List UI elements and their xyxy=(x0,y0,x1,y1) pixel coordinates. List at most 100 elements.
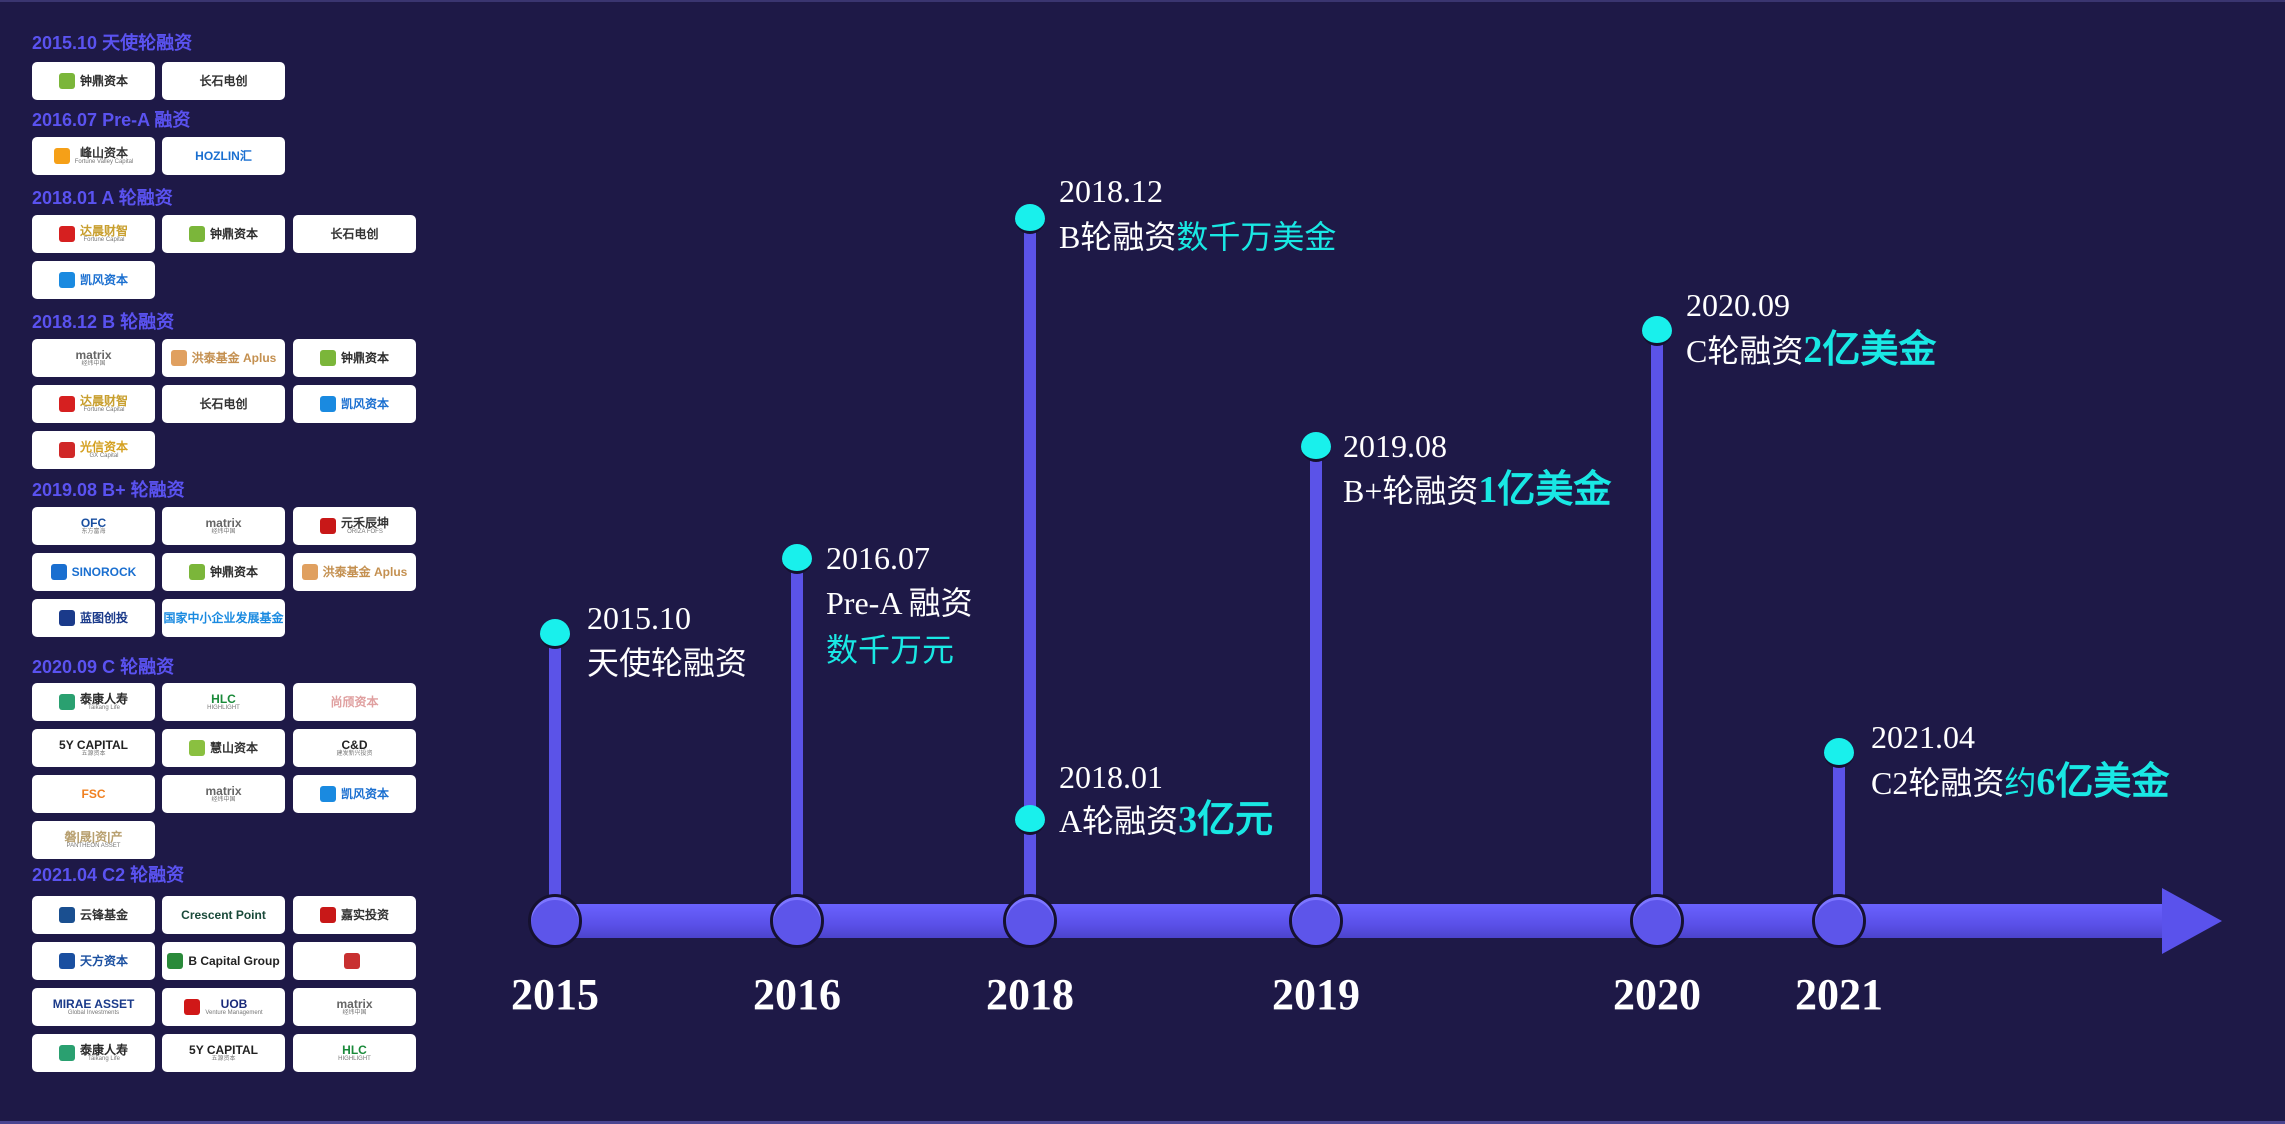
year-node xyxy=(1289,894,1343,948)
section-title: 2019.08 B+ 轮融资 xyxy=(32,480,185,500)
investor-logo: 慧山资本 xyxy=(162,729,285,767)
logo-name: 磐|晟|资|产 xyxy=(64,829,123,844)
logo-subtitle: Fortune Valley Capital xyxy=(74,159,134,166)
logo-name: 嘉实投资 xyxy=(340,907,389,922)
logo-name: Crescent Point xyxy=(181,907,266,922)
logo-mark-icon xyxy=(58,396,75,412)
logo-text: 钟鼎资本 xyxy=(210,228,258,241)
logo-mark-icon xyxy=(319,786,336,802)
logo-mark-icon xyxy=(58,953,75,969)
logo-mark-icon xyxy=(188,564,205,580)
investor-logo: OFC 东方富海 xyxy=(32,507,155,545)
logo-subtitle: Taikang Life xyxy=(87,1056,120,1063)
logo-mark-icon xyxy=(319,396,336,412)
section-title: 2018.01 A 轮融资 xyxy=(32,188,173,208)
funding-round: 天使轮融资 xyxy=(587,645,748,681)
year-label: 2020 xyxy=(1613,970,1701,1019)
investor-logo: 凯风资本 xyxy=(293,385,416,423)
logo-name: MIRAE ASSET xyxy=(52,996,135,1011)
event-dot xyxy=(1301,432,1331,462)
investor-logo: UOB Venture Management xyxy=(162,988,285,1026)
logo-text: HLC HIGHLIGHT xyxy=(338,1042,371,1063)
event-description: Pre-A 融资 xyxy=(826,581,973,625)
logo-name: 凯风资本 xyxy=(340,786,389,801)
frame-top-border xyxy=(0,0,2285,2)
section-title: 2021.04 C2 轮融资 xyxy=(32,865,185,885)
logo-mark-icon xyxy=(58,226,75,242)
investor-logo: MIRAE ASSET Global Investments xyxy=(32,988,155,1026)
logo-name: 钟鼎资本 xyxy=(209,564,258,579)
logo-subtitle: 经纬中国 xyxy=(211,529,236,536)
investor-logo: B Capital Group xyxy=(162,942,285,980)
investor-logo: HOZLIN汇 xyxy=(162,137,285,175)
event-date: 2019.08 xyxy=(1343,428,1447,464)
logo-subtitle: Fortune Capital xyxy=(83,237,125,244)
year-node xyxy=(1003,894,1057,948)
logo-name: B Capital Group xyxy=(188,953,280,968)
logo-text: OFC 东方富海 xyxy=(81,516,106,536)
logo-mark-icon xyxy=(319,518,336,534)
logo-subtitle: 经纬中国 xyxy=(81,361,106,368)
logo-text: 峰山资本 Fortune Valley Capital xyxy=(74,146,134,166)
event-dot xyxy=(782,544,812,574)
investor-logo: 磐|晟|资|产 PANTHEON ASSET xyxy=(32,821,155,859)
logo-mark-icon xyxy=(301,564,318,580)
funding-amount: 数千万元 xyxy=(826,632,955,668)
logo-mark-icon xyxy=(58,272,75,288)
investor-logo: 嘉实投资 xyxy=(293,896,416,934)
logo-subtitle: HIGHLIGHT xyxy=(338,1056,371,1063)
funding-round: Pre-A 融资 xyxy=(826,585,973,621)
logo-text: 磐|晟|资|产 PANTHEON ASSET xyxy=(64,829,123,850)
logo-name: 尚颀资本 xyxy=(330,694,379,709)
funding-round: C2轮融资 xyxy=(1871,765,2005,801)
logo-subtitle: Taikang Life xyxy=(87,705,120,712)
logo-text: 钟鼎资本 xyxy=(80,75,128,88)
frame-bottom-border xyxy=(0,1121,2285,1124)
logo-mark-icon xyxy=(58,1045,75,1061)
funding-amount: 1亿美金 xyxy=(1478,469,1612,511)
logo-mark-icon xyxy=(167,953,184,969)
logo-name: 长石电创 xyxy=(199,396,248,411)
event-description: B+轮融资1亿美金 xyxy=(1343,468,1611,513)
investor-logo: 长石电创 xyxy=(162,62,285,100)
year-label: 2021 xyxy=(1795,970,1883,1019)
logo-text: 尚颀资本 xyxy=(330,696,378,709)
event-date: 2015.10 xyxy=(587,600,691,636)
logo-text: MIRAE ASSET Global Investments xyxy=(52,996,135,1017)
logo-text: 光信资本 GX Capital xyxy=(80,440,128,460)
investor-logo: 峰山资本 Fortune Valley Capital xyxy=(32,137,155,175)
investor-logo: 洪泰基金 Aplus xyxy=(293,553,416,591)
logo-text: HLC HIGHLIGHT xyxy=(207,691,240,712)
logo-name: HLC xyxy=(342,1042,367,1057)
logo-text: 蓝图创投 xyxy=(80,612,128,625)
year-label: 2016 xyxy=(753,970,841,1019)
event-description: 数千万元 xyxy=(826,628,954,672)
logo-name: 钟鼎资本 xyxy=(340,350,389,365)
logo-mark-icon xyxy=(50,564,67,580)
logo-name: 天方资本 xyxy=(79,953,128,968)
logo-subtitle: HIGHLIGHT xyxy=(207,705,240,712)
logo-subtitle: 五源资本 xyxy=(211,1056,236,1063)
funding-amount: 数千万美金 xyxy=(1176,219,1337,255)
investor-logo: 长石电创 xyxy=(162,385,285,423)
logo-text: 长石电创 xyxy=(330,228,378,241)
logo-text: C&D 建发新兴投资 xyxy=(336,738,372,758)
investor-logo: 5Y CAPITAL 五源资本 xyxy=(32,729,155,767)
logo-subtitle: Fortune Capital xyxy=(83,407,125,414)
year-node xyxy=(1630,894,1684,948)
investor-logo: 钟鼎资本 xyxy=(162,215,285,253)
logo-name: HLC xyxy=(211,691,236,706)
logo-name: 慧山资本 xyxy=(209,740,258,755)
logo-name: matrix xyxy=(336,996,373,1011)
investor-logo: 达晨财智 Fortune Capital xyxy=(32,215,155,253)
event-dot xyxy=(1642,316,1672,346)
logo-text: 天方资本 xyxy=(80,955,128,968)
event-dot xyxy=(1824,738,1854,768)
event-dot xyxy=(540,619,570,649)
timeline-stem xyxy=(791,559,803,921)
logo-name: HOZLIN汇 xyxy=(195,148,252,163)
logo-text: 达晨财智 Fortune Capital xyxy=(80,224,128,244)
logo-name: 洪泰基金 Aplus xyxy=(191,350,277,365)
year-label: 2019 xyxy=(1272,970,1360,1019)
logo-subtitle: 五源资本 xyxy=(81,751,106,758)
